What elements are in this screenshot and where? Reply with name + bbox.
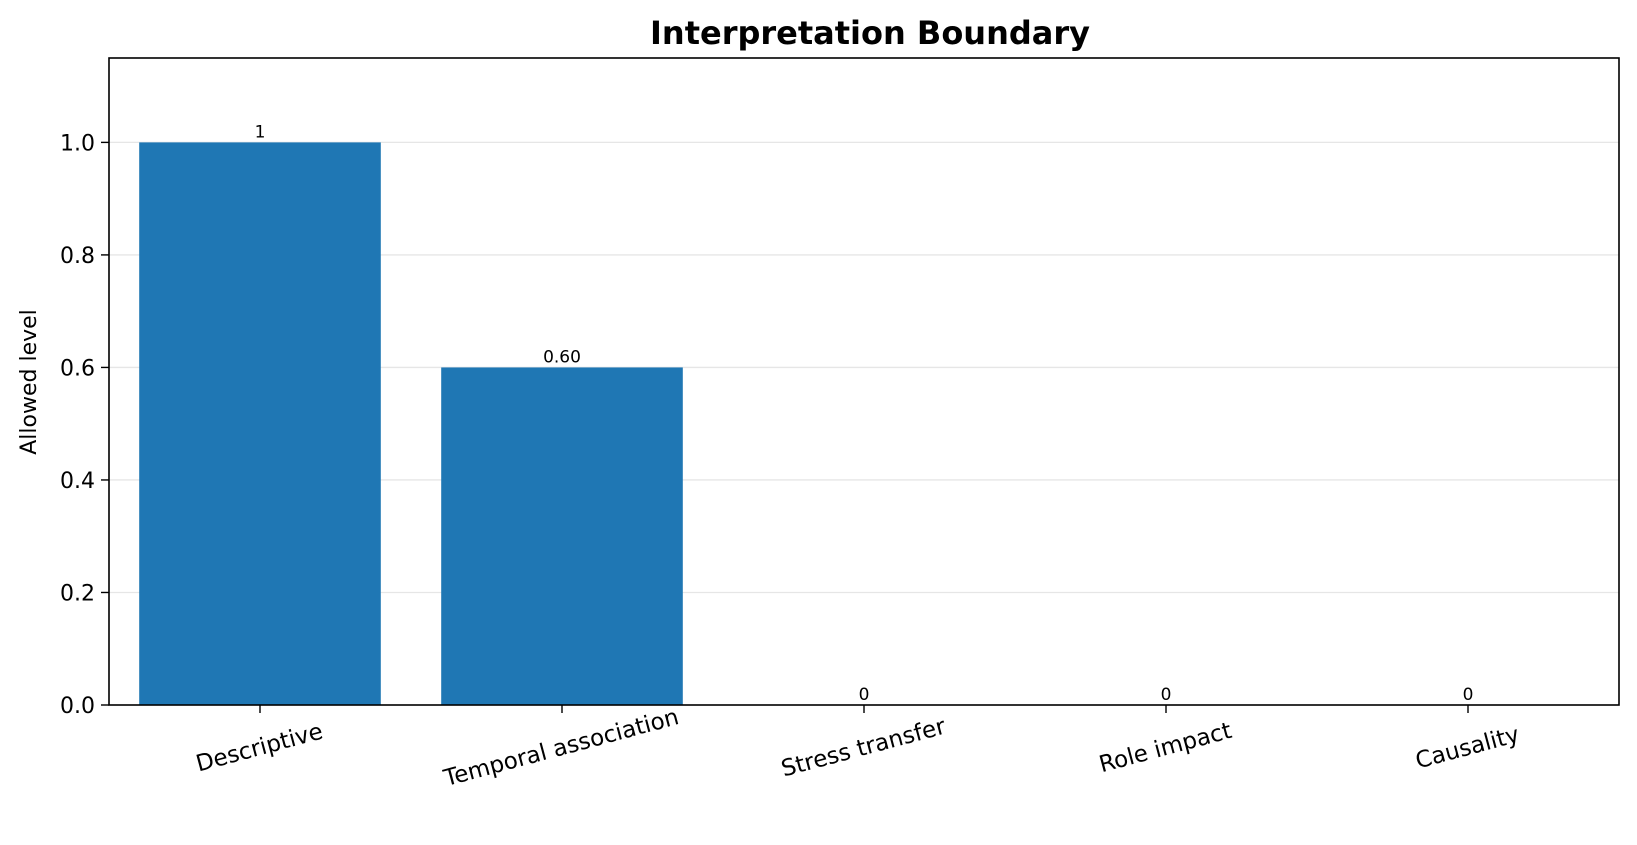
data-label: 0 bbox=[1161, 685, 1172, 705]
data-labels: 1 0.60 0 0 0 bbox=[255, 122, 1474, 705]
y-tick-label: 0.0 bbox=[60, 694, 95, 719]
y-tick-label: 1.0 bbox=[60, 131, 95, 156]
bar bbox=[441, 367, 683, 705]
data-label: 0 bbox=[1463, 685, 1474, 705]
bars bbox=[139, 142, 683, 706]
y-axis-ticks: 0.0 0.2 0.4 0.6 0.8 1.0 bbox=[60, 131, 109, 719]
data-label: 0 bbox=[859, 685, 870, 705]
y-tick-label: 0.6 bbox=[60, 356, 95, 381]
y-axis-label: Allowed level bbox=[17, 309, 42, 455]
bar bbox=[139, 142, 381, 706]
chart-title: Interpretation Boundary bbox=[650, 14, 1090, 52]
x-tick-label: Role impact bbox=[1096, 718, 1234, 778]
data-label: 1 bbox=[255, 122, 266, 142]
x-tick-label: Descriptive bbox=[193, 719, 325, 778]
y-tick-label: 0.8 bbox=[60, 244, 95, 269]
x-axis-ticks: Descriptive Temporal association Stress tr… bbox=[193, 704, 1522, 792]
data-label: 0.60 bbox=[543, 347, 581, 367]
x-tick-label: Temporal association bbox=[440, 704, 681, 792]
y-tick-label: 0.2 bbox=[60, 581, 95, 606]
y-tick-label: 0.4 bbox=[60, 469, 95, 494]
x-tick-label: Stress transfer bbox=[779, 714, 949, 783]
x-tick-label: Causality bbox=[1413, 722, 1522, 775]
